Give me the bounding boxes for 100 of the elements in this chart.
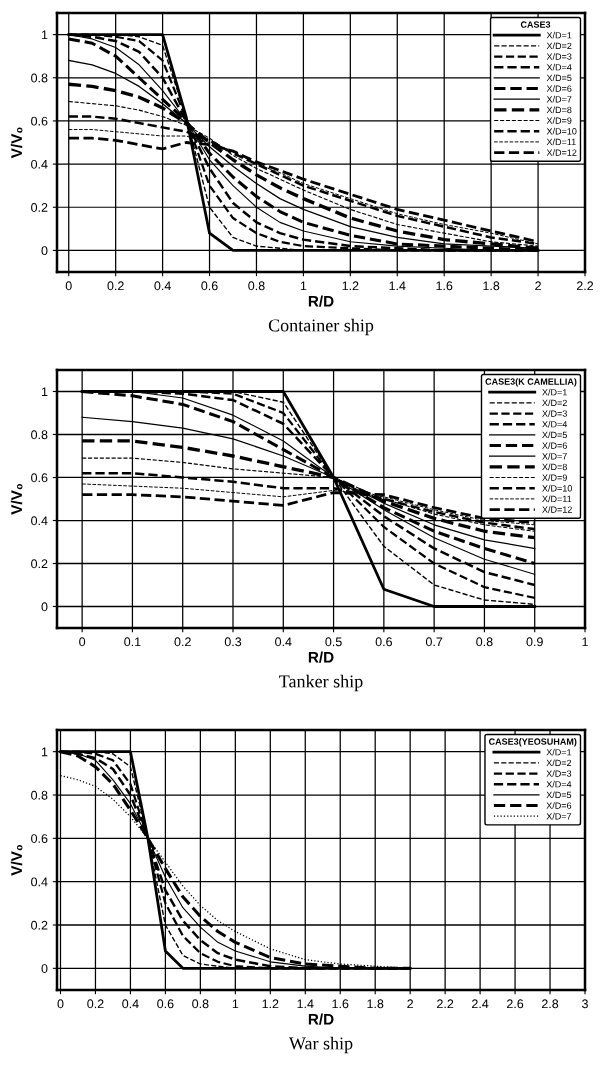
x-tick-label: 0.6 (375, 637, 392, 647)
x-tick-label: 2 (407, 999, 414, 1009)
x-tick-label: 0.5 (325, 637, 342, 647)
legend-label: X/D=1 (546, 31, 572, 39)
text: War ship (288, 1036, 353, 1054)
x-tick-label: 1.2 (262, 999, 279, 1009)
x-axis-title: R/D (308, 651, 334, 663)
legend-label: X/D=10 (542, 484, 572, 492)
legend-title: CASE3(YEOSUHAM) (488, 738, 577, 747)
legend-label: X/D=8 (542, 463, 567, 471)
text: Tanker ship (279, 674, 363, 692)
legend-label: X/D=11 (542, 495, 572, 503)
x-tick-label: 3 (582, 999, 588, 1009)
legend-label: X/D=4 (546, 63, 572, 71)
x-tick-label: 0.9 (526, 637, 543, 647)
legend-label: X/D=12 (546, 149, 577, 156)
y-tick-label: 0.2 (31, 920, 48, 930)
y-tick-label: 0.2 (31, 203, 48, 212)
y-tick-label: 0.6 (31, 116, 48, 126)
y-tick-label: 0.4 (31, 159, 48, 169)
y-tick-label: 0 (41, 964, 48, 973)
y-tick-label: 0.2 (31, 559, 48, 569)
x-tick-label: 0.4 (154, 281, 171, 291)
x-tick-label: 1.8 (483, 281, 500, 291)
y-tick-label: 0 (41, 602, 48, 612)
legend-label: X/D=9 (546, 117, 572, 124)
x-tick-label: 0.2 (87, 999, 104, 1009)
legend-label: X/D=7 (546, 812, 572, 820)
x-tick-label: 1.4 (297, 999, 314, 1009)
y-tick-label: 0.4 (31, 877, 48, 887)
x-tick-label: 0.6 (157, 999, 174, 1009)
x-tick-label: 2.2 (437, 999, 454, 1009)
x-tick-label: 0.8 (476, 637, 493, 647)
y-tick-label: 0.6 (31, 473, 48, 483)
x-tick-label: 0.8 (192, 999, 209, 1009)
legend-label: X/D=2 (546, 759, 572, 767)
legend-label: X/D=1 (546, 748, 572, 756)
legend-label: X/D=11 (546, 138, 576, 146)
y-tick-label: 0.6 (31, 834, 48, 843)
legend-label: X/D=4 (546, 780, 572, 788)
text: Container ship (268, 318, 374, 336)
legend-label: X/D=4 (542, 420, 568, 428)
legend-label: X/D=7 (542, 452, 567, 460)
x-tick-label: 1.6 (436, 281, 453, 291)
legend-label: X/D=6 (546, 85, 572, 92)
x-tick-label: 1 (232, 999, 239, 1009)
legend-label: X/D=8 (546, 106, 572, 114)
x-tick-label: 0 (79, 637, 86, 647)
legend-label: X/D=9 (542, 474, 567, 481)
legend-label: X/D=12 (542, 506, 572, 513)
x-tick-label: 2.6 (507, 999, 524, 1009)
x-tick-label: 0.8 (248, 281, 265, 291)
legend-label: X/D=5 (546, 791, 572, 799)
x-tick-label: 0 (57, 999, 64, 1009)
x-tick-label: 0.7 (425, 637, 443, 647)
x-tick-label: 0.4 (122, 999, 139, 1009)
y-tick-label: 0.8 (31, 790, 48, 800)
x-tick-label: 0.1 (124, 637, 141, 647)
x-tick-label: 2.2 (576, 281, 594, 291)
y-tick-label: 0 (41, 246, 48, 256)
x-tick-label: 2.8 (541, 999, 559, 1009)
x-tick-label: 2.4 (472, 999, 489, 1009)
x-tick-label: 0.3 (224, 637, 242, 647)
y-tick-label: 1 (41, 747, 48, 757)
y-tick-label: 1 (41, 387, 48, 397)
legend-label: X/D=1 (542, 388, 567, 396)
x-tick-label: 0.2 (107, 281, 124, 291)
y-axis-title: V/V₀ (10, 127, 23, 159)
legend-label: X/D=3 (542, 410, 567, 417)
legend-label: X/D=3 (546, 770, 572, 777)
legend-label: X/D=6 (546, 802, 572, 809)
x-tick-label: 2 (535, 281, 541, 291)
legend-label: X/D=7 (546, 95, 572, 103)
x-tick-label: 1.2 (342, 281, 359, 291)
legend-title: CASE3 (520, 21, 551, 28)
y-tick-label: 1 (41, 30, 48, 40)
x-tick-label: 1 (582, 637, 588, 647)
x-tick-label: 0.2 (174, 637, 191, 647)
x-tick-label: 1 (300, 281, 307, 291)
y-axis-title: V/V₀ (10, 845, 23, 876)
y-tick-label: 0.4 (31, 516, 48, 526)
y-tick-label: 0.8 (31, 73, 48, 83)
x-tick-label: 1.6 (332, 999, 349, 1009)
x-axis-title: R/D (308, 1013, 334, 1025)
legend-label: X/D=6 (542, 442, 567, 449)
x-tick-label: 0.4 (275, 637, 292, 647)
legend-label: X/D=2 (546, 42, 572, 50)
x-tick-label: 1.8 (367, 999, 384, 1009)
legend-label: X/D=2 (542, 399, 567, 407)
x-tick-label: 1.4 (389, 281, 406, 291)
x-tick-label: 0 (65, 281, 72, 291)
legend-label: X/D=3 (546, 53, 572, 60)
y-tick-label: 0.8 (31, 430, 48, 440)
legend-label: X/D=10 (546, 127, 577, 135)
y-axis-title: V/V₀ (10, 484, 23, 515)
legend-label: X/D=5 (542, 431, 567, 439)
x-axis-title: R/D (308, 295, 334, 307)
legend-title: CASE3(K CAMELLIA) (485, 378, 577, 387)
legend-label: X/D=5 (546, 74, 572, 82)
x-tick-label: 0.6 (201, 281, 218, 291)
